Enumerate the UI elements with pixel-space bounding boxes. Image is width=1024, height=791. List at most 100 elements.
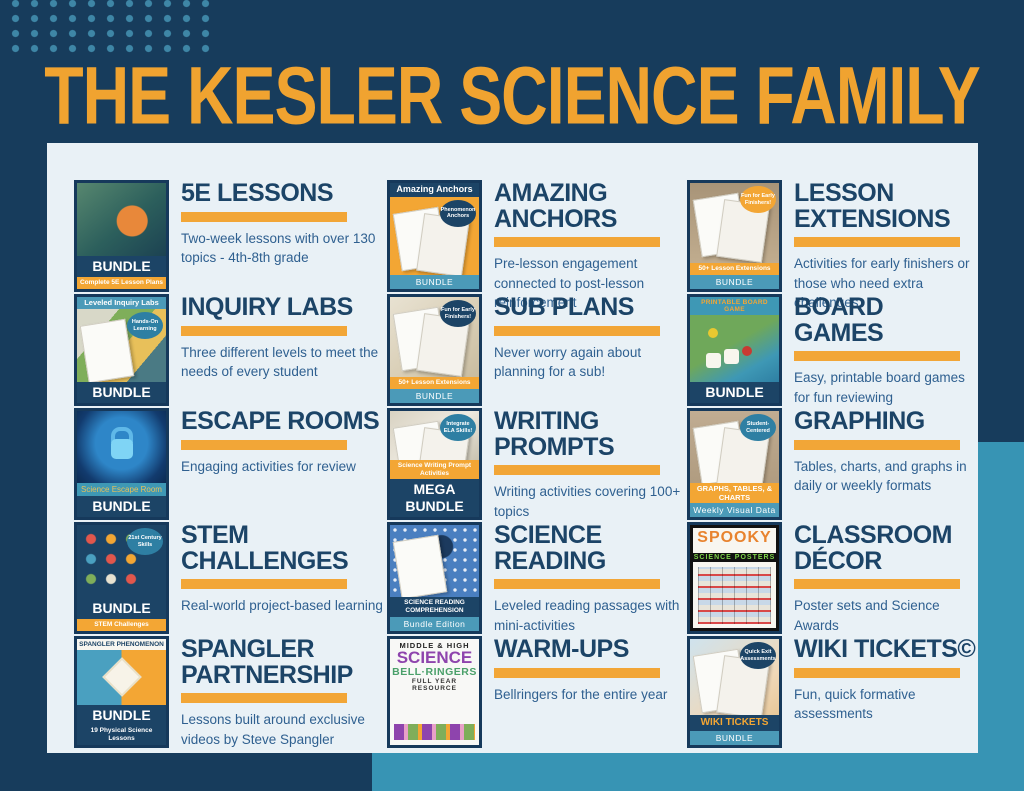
thumbnail-badge: 21st Century Skills [127,528,163,555]
product-title: GRAPHING [794,407,925,435]
thumbnail-bands: BUNDLE [77,382,166,403]
product-info: WARM-UPS Bellringers for the entire year [494,636,687,704]
product-thumbnail: SPANGLER PHENOMENON BUNDLE 19 Physical Sc… [74,636,169,748]
thumbnail-cover-text: SCIENCE [396,648,473,667]
product-card-warm-ups: MIDDLE & HIGH SCIENCE BELL·RINGERS FULL YEA… [387,636,687,748]
thumbnail-bands: BUNDLE STEM Challenges [77,598,166,631]
product-title: CLASSROOM DÉCOR [794,521,953,575]
dots-pattern [6,0,220,56]
thumbnail-image [77,411,166,483]
thumbnail-image: MIDDLE & HIGH SCIENCE BELL·RINGERS FULL YEA… [390,639,479,745]
product-description: Leveled reading passages with mini-activ… [494,598,680,633]
product-title: LESSON EXTENSIONS [794,179,951,233]
product-info: BOARD GAMES Easy, printable board games … [794,294,978,407]
thumbnail-bands: 50+ Lesson Extensions BUNDLE [390,377,479,403]
thumbnail-image: Student-Centered [690,411,779,483]
thumbnail-bands: Science Writing Prompt Activities MEGA BU… [390,459,479,517]
product-title: BOARD GAMES [794,293,884,347]
product-description: Fun, quick formative assessments [794,686,916,722]
product-card-inquiry-labs: Leveled Inquiry Labs Hands-On Learning B… [74,294,387,406]
product-description: Three different levels to meet the needs… [181,344,379,380]
product-title: STEM CHALLENGES [181,521,349,575]
product-title: WARM-UPS [494,635,629,663]
content-panel: BUNDLE Complete 5E Lesson Plans 5E LESSON… [47,143,978,753]
thumbnail-bands: GRAPHS, TABLES, & CHARTS Weekly Visual Da… [690,482,779,517]
thumbnail-image [77,183,166,257]
thumbnail-cover-text: MIDDLE & HIGH [399,641,470,650]
product-card-amazing-anchors: Amazing Anchors Phenomenon Anchors BUNDL… [387,180,687,310]
page-title: THE KESLER SCIENCE FAMILY [44,50,980,142]
product-description: Lessons built around exclusive videos by… [181,712,365,747]
title-underline [494,667,660,678]
thumbnail-image [690,315,779,383]
thumbnail-header: SPANGLER PHENOMENON [77,639,166,651]
thumbnail-band: Science Escape Room [77,482,166,497]
product-card-writing-prompts: Integrate ELA Skills! Science Writing Pr… [387,408,687,520]
thumbnail-band: BUNDLE [77,256,166,278]
thumbnail-band: WIKI TICKETS [690,714,779,731]
product-description: Activities for early finishers or those … [794,256,970,311]
product-thumbnail: Quick Exit Assessments WIKI TICKETS BUNDL… [687,636,782,748]
thumbnail-band: BUNDLE [690,274,779,289]
product-info: SUB PLANS Never worry again about planni… [494,294,687,382]
title-underline [794,667,960,678]
title-underline [181,693,347,703]
thumbnail-image: Fun for Early Finishers! [390,297,479,378]
product-description: Engaging activities for review [181,458,356,474]
thumbnail-band: 50+ Lesson Extensions [390,377,479,389]
product-thumbnail: MIDDLE & HIGH SCIENCE BELL·RINGERS FULL YEA… [387,636,482,748]
thumbnail-band: 19 Physical Science Lessons [77,725,166,745]
thumbnail-image [77,650,166,705]
product-title: WRITING PROMPTS [494,407,615,461]
thumbnail-badge: Hands-On Learning [127,312,163,340]
thumbnail-image: Quick Exit Assessments [690,639,779,715]
thumbnail-badge: Student-Centered [740,414,776,441]
thumbnail-bands: Science Escape Room BUNDLE [77,482,166,517]
title-underline [494,237,660,247]
thumbnail-cover-text: SPOOKY [697,529,772,546]
product-card-lesson-extensions: Fun for Early Finishers! 50+ Lesson Exte… [687,180,978,310]
title-underline [181,579,347,589]
product-info: SCIENCE READING Leveled reading passages… [494,522,687,635]
title-underline [794,439,960,450]
product-card-stem-challenges: 21st Century Skills BUNDLE STEM Challenge… [74,522,387,634]
product-card-escape-rooms: Science Escape Room BUNDLE ESCAPE ROOMS E… [74,408,387,520]
product-thumbnail: SPOOKY SCIENCE POSTERS [687,522,782,634]
product-description: Poster sets and Science Awards [794,598,940,633]
product-title: WIKI TICKETS© [794,635,976,663]
product-description: Two-week lessons with over 130 topics - … [181,230,376,266]
thumbnail-band: STEM Challenges [77,619,166,631]
product-description: Easy, printable board games for fun revi… [794,370,965,405]
thumbnail-bands: BUNDLE [390,274,479,289]
thumbnail-cover-text: FULL YEAR RESOURCE [411,678,458,693]
product-info: STEM CHALLENGES Real-world project-based… [181,522,387,616]
product-title: ESCAPE ROOMS [181,407,380,435]
product-card-spangler-partnership: SPANGLER PHENOMENON BUNDLE 19 Physical Sc… [74,636,387,748]
product-info: WIKI TICKETS© Fun, quick formative asses… [794,636,978,724]
thumbnail-badge: Fun for Early Finishers! [740,186,776,213]
thumbnail-image [390,525,479,598]
thumbnail-band: Weekly Visual Data [690,502,779,517]
title-underline [794,237,960,247]
product-thumbnail: Integrate ELA Skills! Science Writing Pr… [387,408,482,520]
thumbnail-band: Bundle Edition [390,616,479,631]
thumbnail-band: SCIENCE READING COMPREHENSION [390,597,479,617]
product-info: WRITING PROMPTS Writing activities cover… [494,408,687,521]
product-card-board-games: PRINTABLE BOARD GAME BUNDLE BOARD GAMES … [687,294,978,406]
thumbnail-band: 50+ Lesson Extensions [690,263,779,275]
product-info: LESSON EXTENSIONS Activities for early f… [794,180,978,313]
product-description: Real-world project-based learning [181,598,383,613]
title-underline [494,579,660,589]
thumbnail-band: GRAPHS, TABLES, & CHARTS [690,482,779,503]
product-thumbnail: 21st Century Skills BUNDLE STEM Challenge… [74,522,169,634]
thumbnail-bands: WIKI TICKETS BUNDLE [690,714,779,745]
thumbnail-band: BUNDLE [77,382,166,403]
thumbnail-band: BUNDLE [77,598,166,620]
product-info: GRAPHING Tables, charts, and graphs in d… [794,408,978,496]
thumbnail-band: BUNDLE [690,382,779,403]
product-info: ESCAPE ROOMS Engaging activities for rev… [181,408,387,476]
product-title: SUB PLANS [494,293,634,321]
product-thumbnail: Leveled Inquiry Labs Hands-On Learning B… [74,294,169,406]
thumbnail-bands: SCIENCE READING COMPREHENSION Bundle Edit… [390,597,479,631]
product-card-wiki-tickets: Quick Exit Assessments WIKI TICKETS BUNDL… [687,636,978,748]
